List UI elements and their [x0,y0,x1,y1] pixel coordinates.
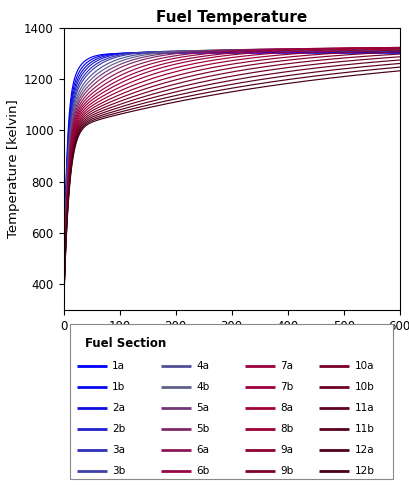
Text: 12a: 12a [353,445,373,455]
Text: 1a: 1a [112,362,125,372]
Text: 12b: 12b [353,466,373,476]
Text: 7a: 7a [280,362,293,372]
Text: 5a: 5a [196,403,209,413]
Y-axis label: Temperature [kelvin]: Temperature [kelvin] [7,100,20,238]
Text: 2a: 2a [112,403,125,413]
Text: 8b: 8b [280,424,293,434]
Text: 3a: 3a [112,445,125,455]
Text: Fuel Section: Fuel Section [85,337,166,350]
Text: 2b: 2b [112,424,125,434]
Text: 11b: 11b [353,424,373,434]
Text: 10b: 10b [353,382,373,392]
Text: 4a: 4a [196,362,209,372]
Text: 1b: 1b [112,382,125,392]
Text: 5b: 5b [196,424,209,434]
Text: 7b: 7b [280,382,293,392]
Text: 11a: 11a [353,403,373,413]
Text: 9a: 9a [280,445,293,455]
X-axis label: Time [seconds]: Time [seconds] [180,337,282,350]
Text: 9b: 9b [280,466,293,476]
Text: 4b: 4b [196,382,209,392]
Text: 10a: 10a [353,362,373,372]
Text: 6a: 6a [196,445,209,455]
Text: 3b: 3b [112,466,125,476]
Text: 6b: 6b [196,466,209,476]
Title: Fuel Temperature: Fuel Temperature [156,10,306,25]
Text: 8a: 8a [280,403,293,413]
